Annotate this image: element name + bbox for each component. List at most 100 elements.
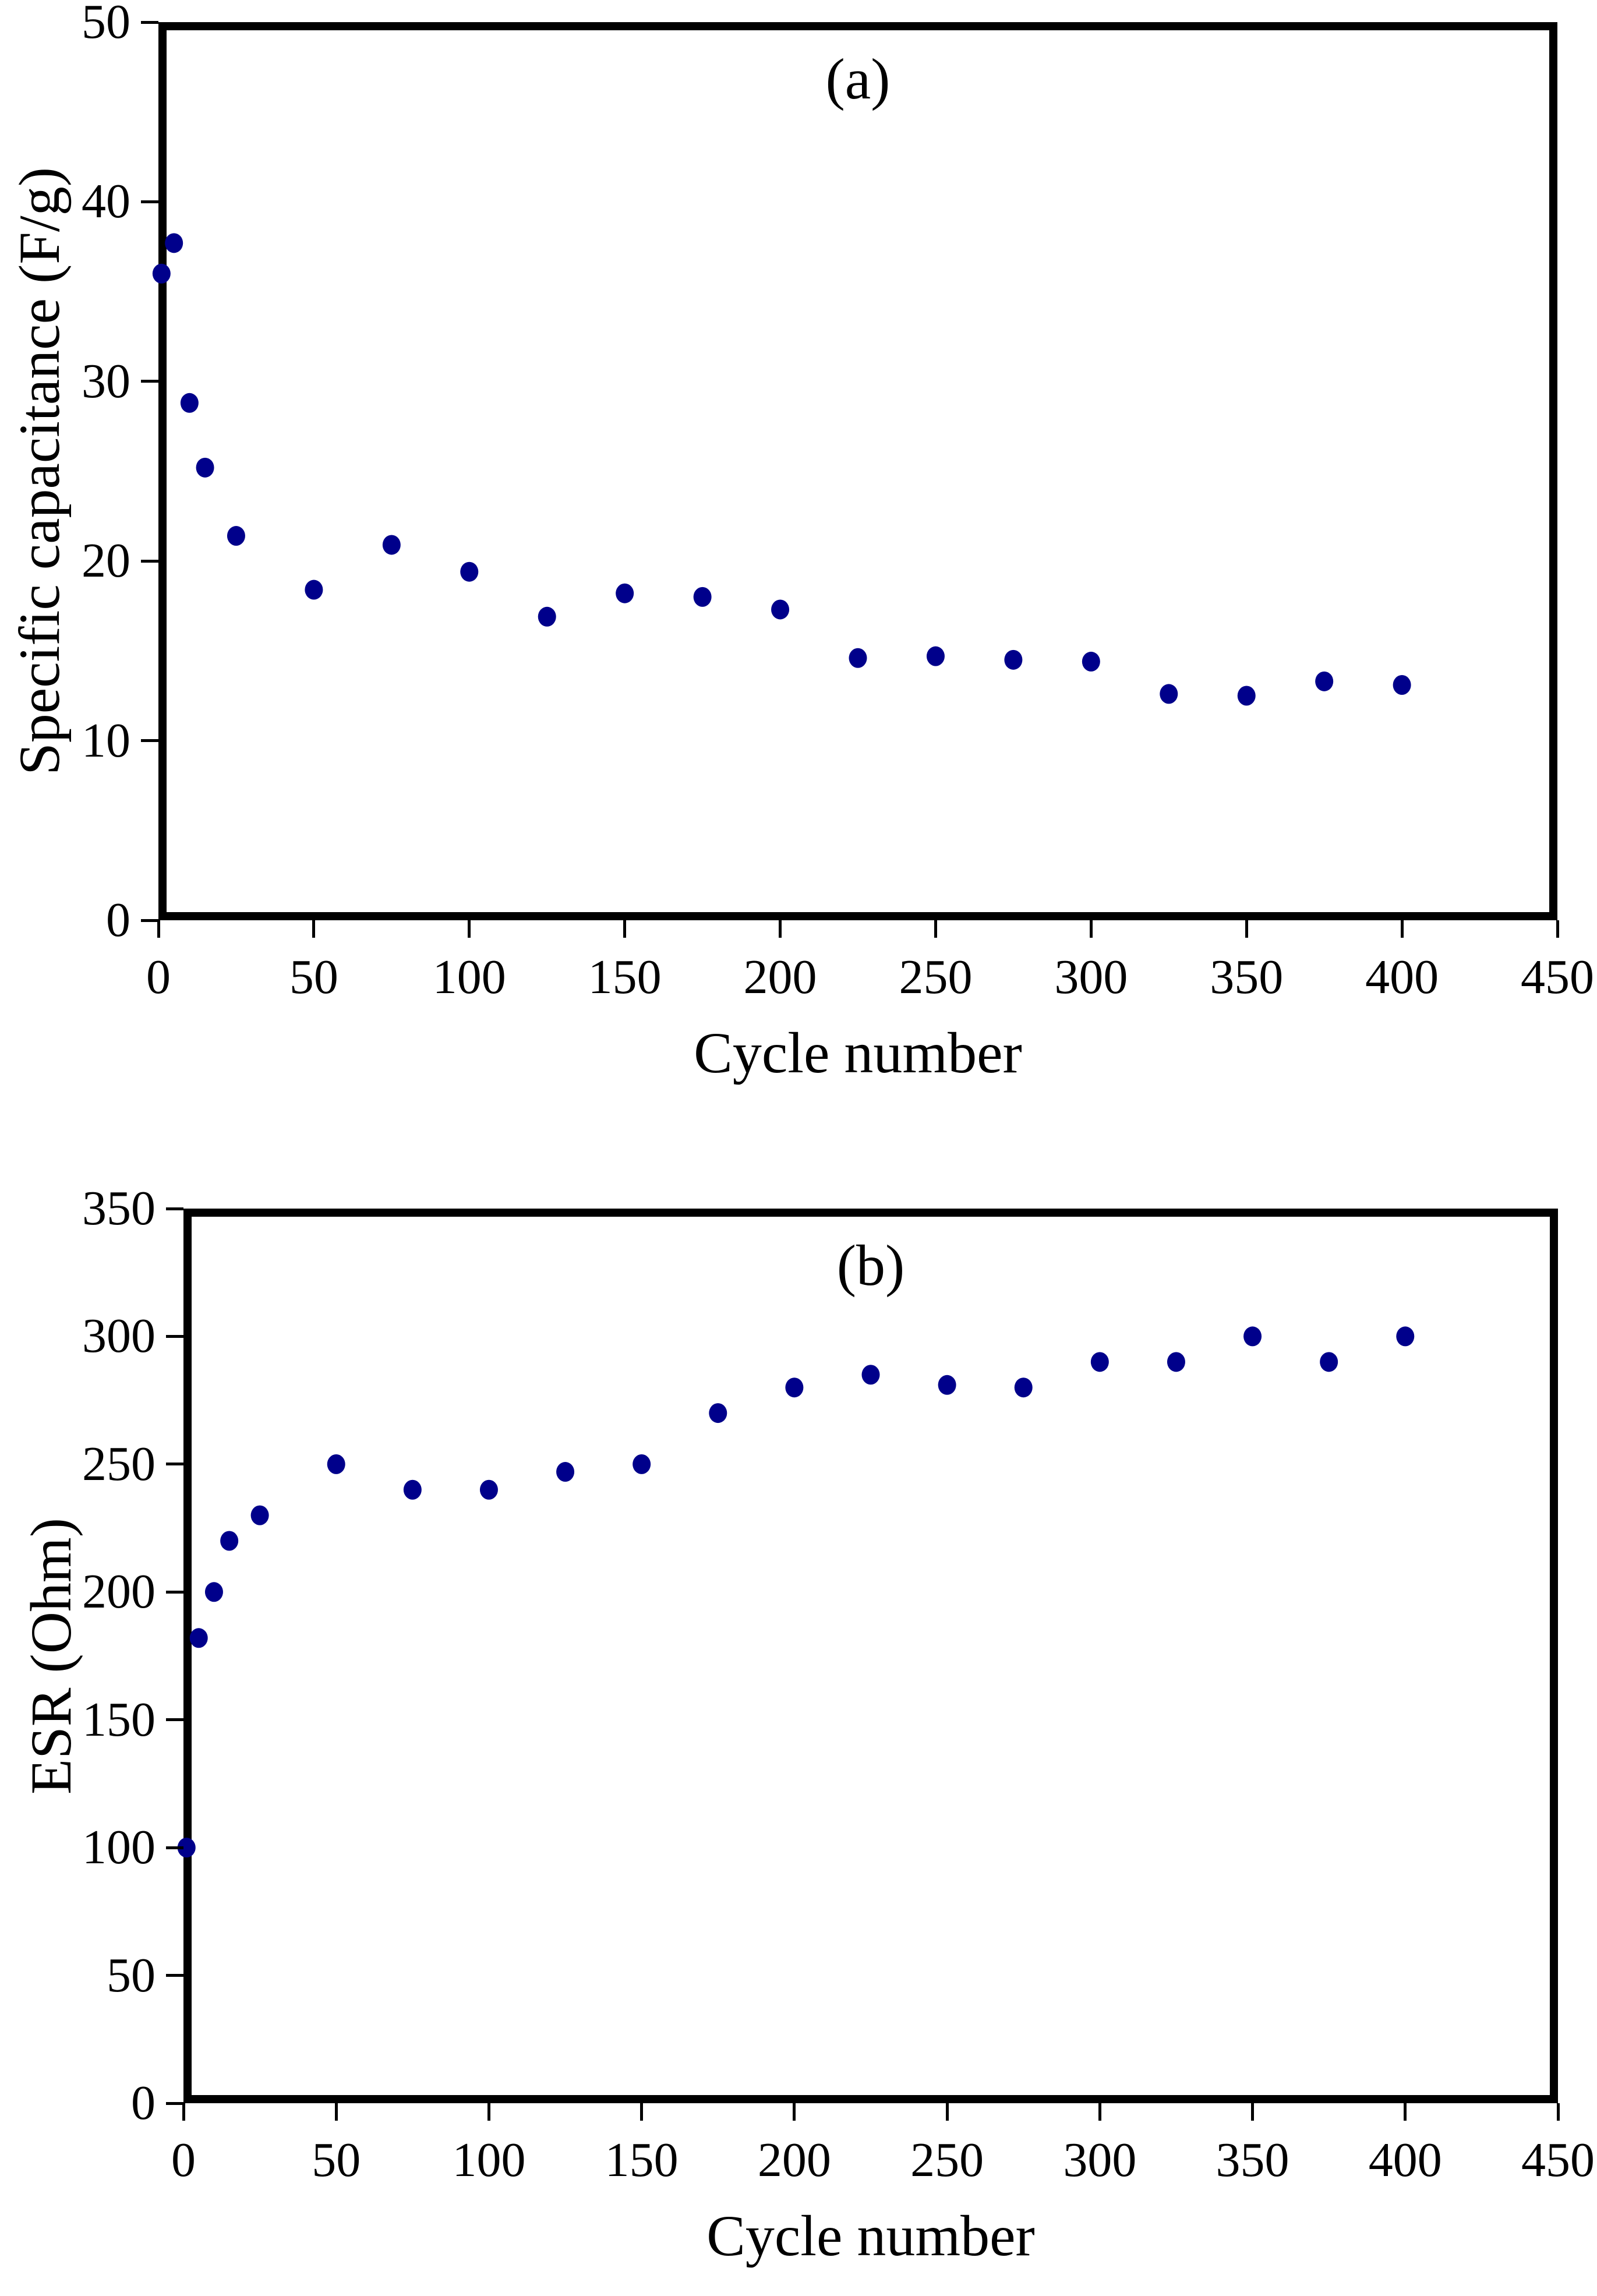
x-tick-label: 200	[757, 2133, 831, 2187]
scatter-point	[165, 233, 183, 253]
x-tick	[487, 2103, 490, 2121]
scatter-point	[1393, 674, 1411, 695]
scatter-point	[460, 561, 479, 582]
y-tick-label: 20	[82, 534, 130, 588]
x-tick	[468, 920, 471, 938]
scatter-point	[327, 1454, 345, 1474]
y-tick	[141, 20, 158, 24]
scatter-point	[709, 1403, 727, 1423]
y-tick-label: 50	[107, 1948, 156, 2002]
y-tick-label: 250	[82, 1436, 156, 1491]
y-tick-label: 100	[82, 1820, 156, 1875]
scatter-point	[403, 1479, 422, 1500]
chart-a-panel-label: (a)	[825, 47, 891, 111]
x-tick	[334, 2103, 338, 2121]
x-tick-label: 350	[1210, 950, 1284, 1004]
x-tick	[312, 920, 316, 938]
y-tick	[166, 1846, 183, 1849]
scatter-point	[180, 393, 199, 413]
scatter-point	[538, 606, 556, 627]
y-tick-label: 0	[106, 893, 130, 947]
y-tick-label: 10	[82, 713, 130, 768]
x-tick	[640, 2103, 644, 2121]
y-tick	[166, 1207, 183, 1210]
x-tick-label: 150	[605, 2133, 679, 2187]
y-tick	[141, 380, 158, 383]
x-tick	[1089, 920, 1093, 938]
y-tick-label: 350	[82, 1181, 156, 1235]
scatter-point	[177, 1838, 196, 1858]
x-tick-label: 300	[1054, 950, 1128, 1004]
scatter-point	[938, 1375, 956, 1395]
scatter-point	[1090, 1352, 1109, 1372]
x-tick	[1251, 2103, 1255, 2121]
x-tick-label: 0	[146, 950, 171, 1004]
x-tick-label: 400	[1365, 950, 1439, 1004]
x-tick	[1400, 920, 1404, 938]
x-tick-label: 200	[743, 950, 817, 1004]
x-tick	[793, 2103, 796, 2121]
scatter-point	[693, 587, 712, 607]
scatter-point	[849, 648, 867, 668]
scatter-point	[196, 457, 214, 478]
scatter-point	[1014, 1377, 1033, 1398]
scatter-point	[1315, 671, 1334, 691]
scatter-point	[861, 1365, 880, 1385]
scatter-point	[1082, 651, 1100, 672]
x-tick-label: 100	[452, 2133, 526, 2187]
y-tick-label: 150	[82, 1692, 156, 1747]
x-tick	[1556, 920, 1559, 938]
scatter-point	[204, 1582, 223, 1602]
scatter-point	[556, 1462, 575, 1482]
scatter-point	[382, 535, 401, 555]
x-tick-label: 300	[1063, 2133, 1137, 2187]
scatter-point	[479, 1479, 498, 1500]
x-tick	[934, 920, 937, 938]
x-tick	[623, 920, 627, 938]
scatter-point	[1396, 1326, 1415, 1347]
x-tick-label: 250	[899, 950, 973, 1004]
scatter-point	[785, 1377, 804, 1398]
chart-b-panel-label: (b)	[836, 1233, 905, 1298]
scatter-point	[250, 1505, 269, 1525]
y-tick	[166, 1334, 183, 1338]
y-tick	[141, 739, 158, 743]
x-tick	[1556, 2103, 1560, 2121]
scatter-point	[616, 583, 634, 603]
scatter-point	[1160, 684, 1178, 704]
scatter-point	[220, 1531, 239, 1551]
chart-b-x-axis-title: Cycle number	[706, 2203, 1035, 2268]
scatter-point	[926, 646, 945, 666]
y-tick	[166, 2101, 183, 2105]
y-tick	[141, 919, 158, 922]
y-tick	[166, 1590, 183, 1594]
x-tick-label: 0	[171, 2133, 196, 2187]
x-tick-label: 400	[1368, 2133, 1442, 2187]
y-tick-label: 300	[82, 1309, 156, 1364]
y-tick-label: 50	[82, 0, 130, 49]
x-tick	[1404, 2103, 1407, 2121]
x-tick-label: 100	[432, 950, 506, 1004]
x-tick	[182, 2103, 185, 2121]
y-tick	[141, 559, 158, 563]
scatter-point	[1320, 1352, 1338, 1372]
x-tick-label: 450	[1521, 2133, 1595, 2187]
y-tick	[166, 1974, 183, 1977]
x-tick	[779, 920, 782, 938]
y-tick-label: 0	[131, 2076, 156, 2130]
y-tick-label: 30	[82, 354, 130, 408]
x-tick	[1245, 920, 1248, 938]
y-tick-label: 200	[82, 1564, 156, 1619]
x-tick-label: 250	[910, 2133, 984, 2187]
scatter-point	[152, 263, 171, 284]
chart-a-plot-area	[158, 22, 1557, 920]
scatter-point	[1167, 1352, 1185, 1372]
chart-a-x-axis-title: Cycle number	[694, 1020, 1022, 1085]
scatter-point	[1004, 649, 1023, 670]
y-tick	[141, 200, 158, 203]
y-tick	[166, 1718, 183, 1722]
x-tick-label: 50	[289, 950, 338, 1004]
